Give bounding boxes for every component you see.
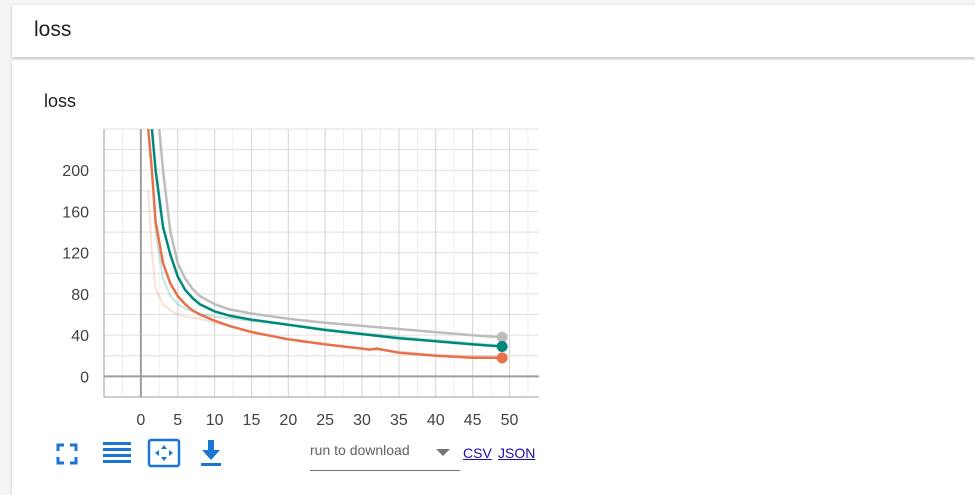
csv-download-link[interactable]: CSV [463, 445, 492, 461]
x-tick-label: 35 [390, 412, 408, 429]
fullscreen-icon [56, 443, 78, 465]
x-tick-label: 45 [464, 412, 482, 429]
y-tick-label: 200 [62, 163, 89, 180]
series-line [150, 129, 503, 348]
y-tick-label: 120 [62, 246, 89, 263]
section-title: loss [34, 18, 72, 41]
run-select-placeholder: run to download [310, 442, 410, 458]
y-tick-label: 40 [71, 328, 89, 345]
series-end-marker [496, 352, 508, 364]
run-to-download-select[interactable]: run to download [310, 438, 460, 471]
x-tick-label: 15 [243, 412, 261, 429]
toggle-log-scale-button[interactable] [100, 437, 134, 469]
series-end-marker [496, 340, 508, 352]
series-line [158, 129, 503, 339]
chevron-down-icon [436, 449, 450, 456]
x-tick-label: 30 [353, 412, 371, 429]
download-button[interactable] [196, 436, 226, 470]
x-tick-label: 20 [279, 412, 297, 429]
y-tick-label: 160 [62, 204, 89, 221]
x-tick-label: 40 [427, 412, 445, 429]
x-tick-label: 5 [173, 412, 182, 429]
fit-domain-button[interactable] [146, 437, 182, 469]
download-icon [201, 440, 221, 466]
x-tick-label: 10 [206, 412, 224, 429]
fit-domain-icon [147, 438, 181, 468]
series-end-marker [496, 331, 508, 343]
series-line [146, 129, 503, 360]
json-download-link[interactable]: JSON [498, 445, 536, 461]
y-tick-label: 0 [80, 369, 89, 386]
fullscreen-button[interactable] [53, 440, 81, 468]
chart-title: loss [44, 91, 77, 111]
x-tick-label: 25 [316, 412, 334, 429]
y-tick-label: 80 [71, 287, 89, 304]
x-tick-label: 50 [501, 412, 519, 429]
lines-icon [103, 442, 131, 463]
section-header[interactable]: loss [12, 5, 975, 57]
x-tick-label: 0 [136, 412, 145, 429]
